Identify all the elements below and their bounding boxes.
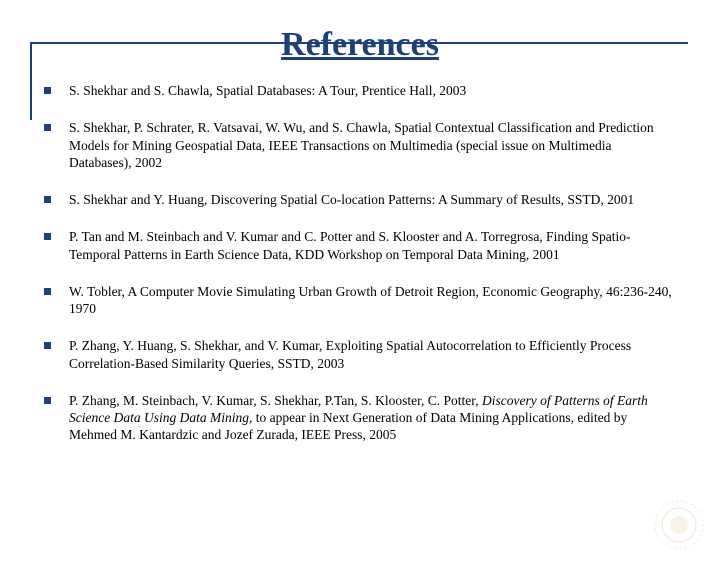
bullet-icon: [44, 233, 51, 240]
reference-item: P. Tan and M. Steinbach and V. Kumar and…: [44, 228, 676, 263]
reference-item: S. Shekhar and S. Chawla, Spatial Databa…: [44, 82, 676, 99]
bullet-icon: [44, 342, 51, 349]
reference-item: W. Tobler, A Computer Movie Simulating U…: [44, 283, 676, 318]
reference-text: S. Shekhar and S. Chawla, Spatial Databa…: [69, 82, 676, 99]
reference-item: P. Zhang, M. Steinbach, V. Kumar, S. She…: [44, 392, 676, 444]
reference-text: S. Shekhar, P. Schrater, R. Vatsavai, W.…: [69, 119, 676, 171]
bullet-icon: [44, 288, 51, 295]
top-rule: [30, 42, 688, 44]
references-list: S. Shekhar and S. Chawla, Spatial Databa…: [0, 82, 720, 444]
bullet-icon: [44, 124, 51, 131]
reference-item: P. Zhang, Y. Huang, S. Shekhar, and V. K…: [44, 337, 676, 372]
reference-item: S. Shekhar and Y. Huang, Discovering Spa…: [44, 191, 676, 208]
watermark-seal-icon: [652, 498, 706, 552]
bullet-icon: [44, 87, 51, 94]
bullet-icon: [44, 196, 51, 203]
bullet-icon: [44, 397, 51, 404]
reference-text: P. Tan and M. Steinbach and V. Kumar and…: [69, 228, 676, 263]
reference-text: S. Shekhar and Y. Huang, Discovering Spa…: [69, 191, 676, 208]
page-title: References: [0, 26, 720, 64]
reference-text: P. Zhang, M. Steinbach, V. Kumar, S. She…: [69, 392, 676, 444]
reference-text: W. Tobler, A Computer Movie Simulating U…: [69, 283, 676, 318]
reference-text: P. Zhang, Y. Huang, S. Shekhar, and V. K…: [69, 337, 676, 372]
reference-item: S. Shekhar, P. Schrater, R. Vatsavai, W.…: [44, 119, 676, 171]
left-rule: [30, 42, 32, 120]
